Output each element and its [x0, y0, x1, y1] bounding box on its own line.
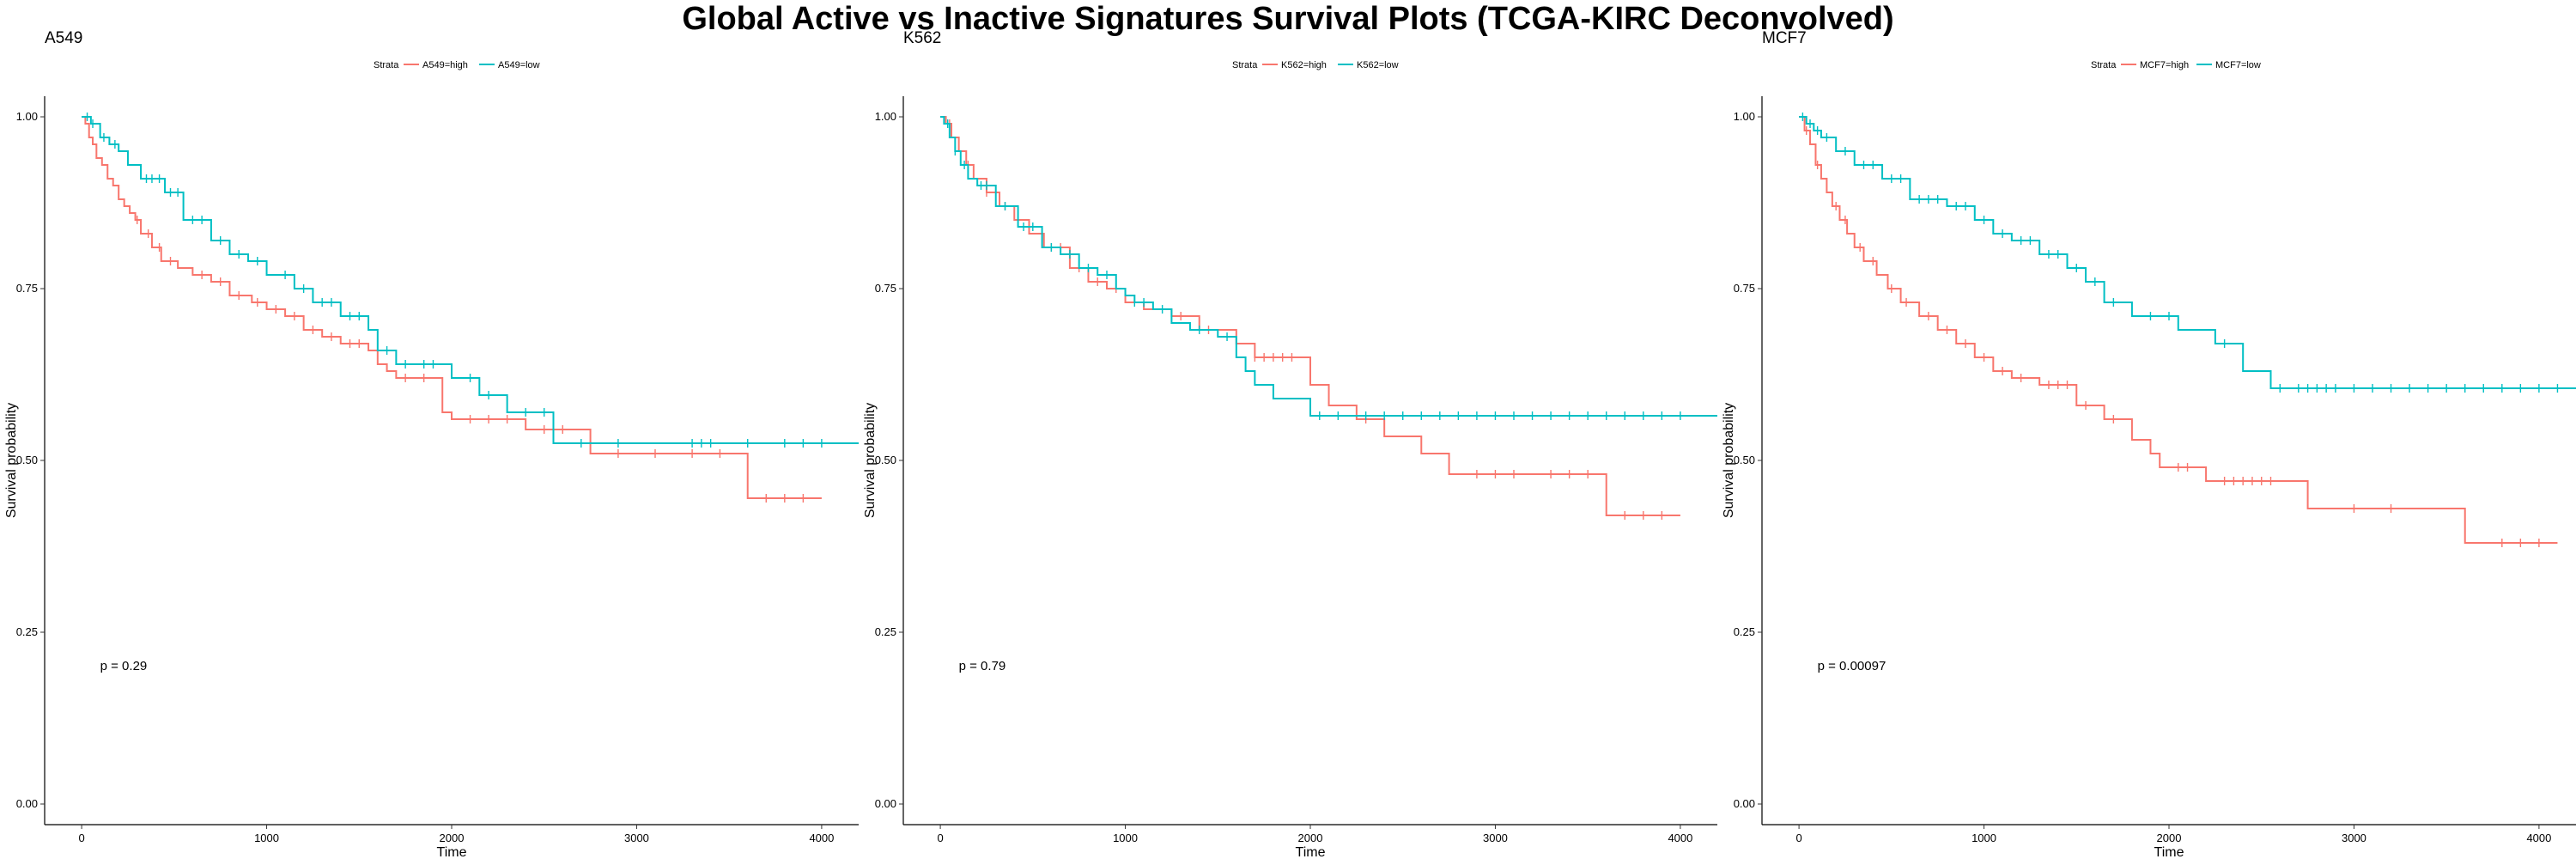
x-tick-label: 4000	[2526, 832, 2551, 844]
legend: Strata A549=high A549=low	[374, 60, 540, 70]
x-tick-label: 4000	[1668, 832, 1692, 844]
y-tick-label: 0.50	[875, 454, 896, 466]
y-tick-label: 1.00	[1734, 110, 1755, 123]
y-tick-label: 1.00	[16, 110, 38, 123]
panel-k562: K562 Strata K562=high K562=low 0.00 0.25 0.50 0…	[859, 0, 1717, 859]
x-tick-label: 3000	[1483, 832, 1508, 844]
panel-title: K562	[903, 29, 941, 47]
x-tick-label: 2000	[440, 832, 465, 844]
panel-title: A549	[45, 29, 82, 47]
legend-title: Strata	[2091, 60, 2117, 70]
legend-title: Strata	[1232, 60, 1258, 70]
legend-label: A549=high	[422, 60, 468, 70]
y-tick-label: 0.75	[16, 282, 38, 295]
y-tick-label: 0.25	[16, 625, 38, 638]
km-plot-mcf7: MCF7 Strata MCF7=high MCF7=low 0.00 0.25 0.50 0…	[1722, 29, 2576, 859]
x-tick-label: 1000	[254, 832, 279, 844]
x-axis-title: Time	[437, 845, 467, 859]
panel-mcf7: MCF7 Strata MCF7=high MCF7=low 0.00 0.25 0.50 0…	[1717, 0, 2576, 859]
x-tick-label: 2000	[2157, 832, 2182, 844]
p-value-annotation: p = 0.29	[100, 659, 148, 673]
y-axis-title: Survival probability	[1722, 403, 1736, 518]
y-tick-label: 1.00	[875, 110, 896, 123]
panel-title: MCF7	[1762, 29, 1807, 47]
x-tick-label: 2000	[1298, 832, 1323, 844]
x-tick-label: 3000	[2342, 832, 2366, 844]
p-value-annotation: p = 0.00097	[1818, 659, 1886, 673]
survival-curve-high	[940, 116, 1680, 516]
series-low	[1799, 113, 2576, 393]
km-plot-a549: A549 Strata A549=high A549=low 0.00 0.25 0.50 0…	[4, 29, 859, 859]
x-axis-title: Time	[2154, 845, 2184, 859]
x-tick-label: 0	[1795, 832, 1801, 844]
x-tick-label: 3000	[624, 832, 649, 844]
x-axis-title: Time	[1296, 845, 1326, 859]
survival-curve-low	[940, 116, 1717, 417]
survival-curve-high	[82, 116, 822, 499]
y-tick-label: 0.00	[16, 797, 38, 810]
legend-title: Strata	[374, 60, 399, 70]
legend-label: K562=low	[1357, 60, 1399, 70]
panel-a549: A549 Strata A549=high A549=low 0.00 0.25 0.50 0…	[0, 0, 859, 859]
series-high	[940, 116, 1680, 520]
y-tick-label: 0.00	[875, 797, 896, 810]
legend-label: A549=low	[498, 60, 540, 70]
series-low	[82, 113, 859, 448]
y-axis-title: Survival probability	[4, 403, 19, 518]
y-axis-title: Survival probability	[863, 403, 878, 518]
p-value-annotation: p = 0.79	[959, 659, 1006, 673]
legend-label: K562=high	[1281, 60, 1327, 70]
y-tick-label: 0.00	[1734, 797, 1755, 810]
x-tick-label: 4000	[809, 832, 834, 844]
x-tick-label: 0	[937, 832, 943, 844]
legend-label: MCF7=low	[2215, 60, 2261, 70]
survival-curve-low	[82, 116, 859, 444]
km-plot-k562: K562 Strata K562=high K562=low 0.00 0.25 0.50 0…	[863, 29, 1717, 859]
y-tick-label: 0.50	[16, 454, 38, 466]
y-tick-label: 0.25	[875, 625, 896, 638]
y-tick-label: 0.50	[1734, 454, 1755, 466]
series-high	[1799, 116, 2558, 547]
series-high	[82, 116, 822, 503]
y-tick-label: 0.75	[1734, 282, 1755, 295]
series-low	[940, 116, 1717, 420]
survival-curve-low	[1799, 116, 2576, 389]
legend: Strata MCF7=high MCF7=low	[2091, 60, 2261, 70]
y-tick-label: 0.25	[1734, 625, 1755, 638]
x-tick-label: 0	[78, 832, 84, 844]
legend-label: MCF7=high	[2140, 60, 2189, 70]
figure-title: Global Active vs Inactive Signatures Sur…	[682, 1, 1894, 37]
x-tick-label: 1000	[1113, 832, 1138, 844]
y-tick-label: 0.75	[875, 282, 896, 295]
legend: Strata K562=high K562=low	[1232, 60, 1399, 70]
x-tick-label: 1000	[1971, 832, 1996, 844]
